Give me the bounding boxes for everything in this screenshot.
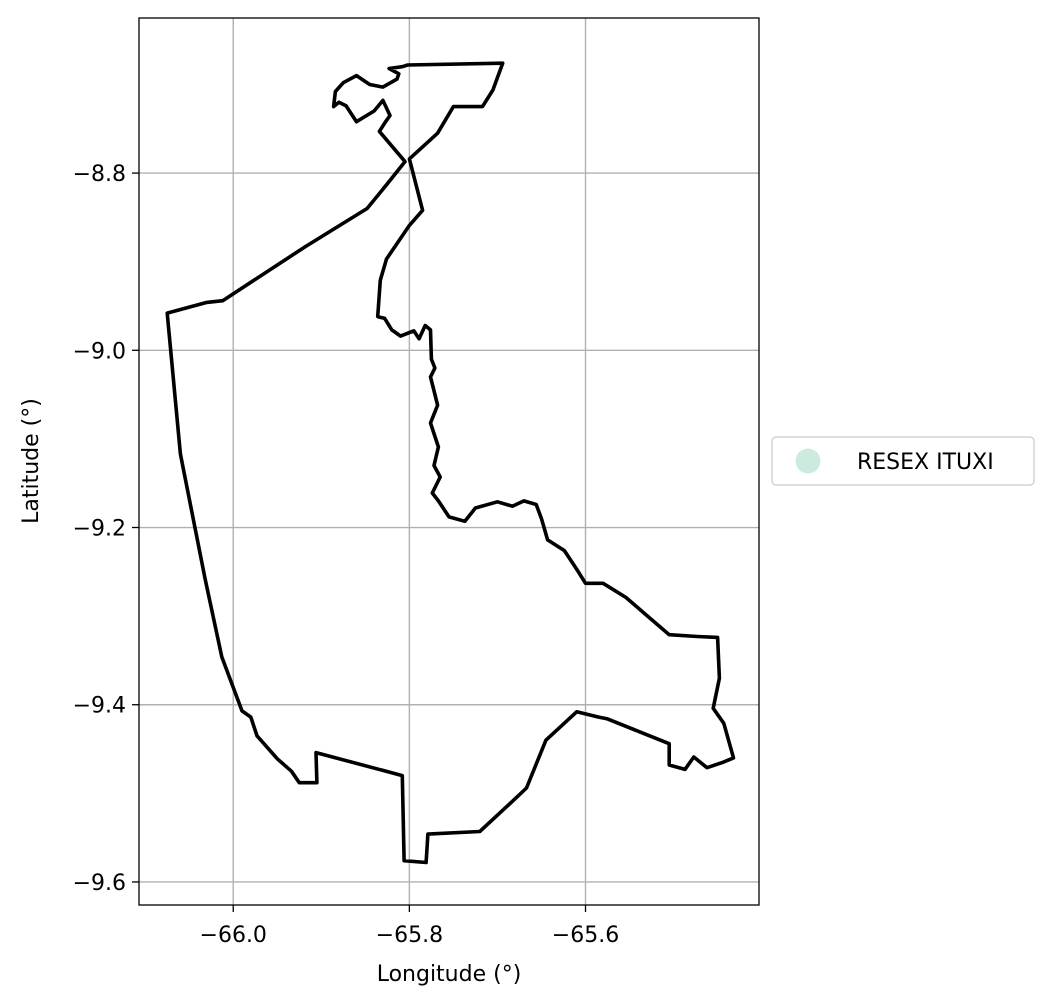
y-tick-label: −9.4 [73,694,126,719]
legend-box [771,436,1035,486]
y-tick-label: −9.0 [73,339,126,364]
x-tick-label: −65.8 [376,923,443,948]
legend-label: RESEX ITUXI [857,450,994,475]
y-axis-ticks: −8.8 −9.0 −9.2 −9.4 −9.6 [73,162,139,896]
x-axis-ticks: −66.0 −65.8 −65.6 [200,905,619,948]
y-axis-label: Latitude (°) [19,398,44,524]
axes-frame [138,17,760,906]
gridlines [139,18,759,905]
y-tick-label: −8.8 [73,162,126,187]
y-tick-label: −9.6 [73,871,126,896]
x-tick-label: −65.6 [552,923,619,948]
x-axis-label: Longitude (°) [377,962,522,987]
legend: RESEX ITUXI [771,436,1035,486]
x-tick-label: −66.0 [200,923,267,948]
resex-ituxi-boundary [165,61,736,865]
y-tick-label: −9.2 [73,517,126,542]
legend-marker [795,448,821,474]
